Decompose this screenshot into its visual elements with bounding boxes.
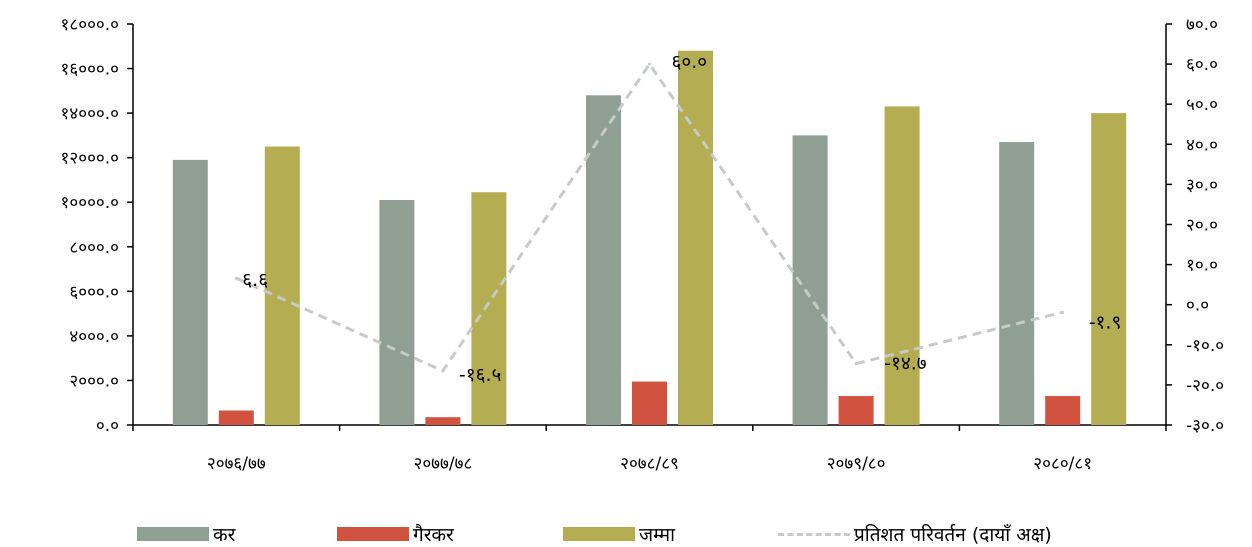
y-right-tick-label: ५०.०: [1186, 95, 1218, 115]
revenue-chart: ०.० २०००.० ४०००.० ६०००.० ८०००.० १००००.० १२०००.…: [61, 15, 1225, 474]
y-right-tick-label: ७०.०: [1186, 15, 1218, 35]
y-left-tick-label: १८०००.०: [61, 15, 119, 35]
y-left-tick-label: १००००.०: [61, 193, 119, 213]
y-right-tick-label: -१०.०: [1186, 336, 1224, 356]
legend-label-line: प्रतिशत परिवर्तन (दायाँ अक्ष): [854, 524, 1052, 546]
legend-label-kar: कर: [213, 524, 236, 546]
chart-legend: कर गैरकर जम्मा प्रतिशत परिवर्तन (दायाँ अ…: [0, 522, 1252, 546]
bar: [884, 106, 920, 425]
line-series-percent-change: [235, 61, 1064, 373]
y-right-tick-label: २०.०: [1186, 216, 1218, 236]
bar: [586, 95, 621, 426]
line-point: [234, 276, 238, 280]
y-left-tick-label: ६०००.०: [69, 282, 119, 302]
y-right-tick-label: -२०.०: [1186, 376, 1224, 396]
y-right-tick-label: ३०.०: [1186, 175, 1218, 195]
x-tick-label: २०७६/७७: [207, 454, 266, 474]
y-left-tick-label: १६०००.०: [61, 60, 119, 80]
legend-item-line: प्रतिशत परिवर्तन (दायाँ अक्ष): [778, 522, 1052, 546]
y-left-tick-label: १२०००.०: [61, 149, 119, 169]
y-right-tick-label: ६०.०: [1186, 55, 1218, 75]
bar: [471, 192, 507, 425]
line-data-label: ६०.०: [672, 51, 708, 73]
bar: [264, 146, 300, 425]
bar: [218, 410, 254, 425]
legend-swatch-jamma: [563, 527, 635, 541]
line-data-label: -१४.७: [884, 353, 927, 375]
y-left-tick-label: ०.०: [96, 416, 119, 436]
legend-swatch-line: [778, 532, 850, 536]
legend-item-kar: कर: [137, 522, 235, 546]
bar: [678, 50, 713, 425]
line-point: [648, 62, 651, 66]
x-tick-label: २०८०/८१: [1033, 454, 1092, 474]
bar: [838, 396, 874, 425]
x-tick-label: २०७९/८०: [827, 454, 886, 474]
legend-item-jamma: जम्मा: [563, 522, 675, 546]
y-left-tick-label: १४०००.०: [61, 104, 119, 124]
bar: [425, 417, 461, 425]
y-right-tick-label: ४०.०: [1186, 135, 1218, 155]
line-data-label: ६.६: [242, 269, 268, 291]
legend-label-gairkar: गैरकर: [413, 524, 454, 546]
bar: [999, 142, 1035, 426]
line-point: [441, 369, 445, 373]
y-right-tick-label: -३०.०: [1186, 416, 1224, 436]
line-data-label: -१.९: [1089, 311, 1122, 333]
y-left-tick-label: ४०००.०: [69, 327, 119, 347]
bar: [1045, 396, 1081, 425]
bar: [379, 199, 415, 425]
legend-label-jamma: जम्मा: [639, 524, 676, 546]
line-point: [854, 362, 858, 366]
legend-swatch-gairkar: [337, 527, 409, 541]
y-right-tick-label: ०.०: [1186, 296, 1209, 316]
line-point: [1061, 310, 1065, 314]
y-right-tick-label: १०.०: [1186, 256, 1218, 276]
x-tick-label: २०७८/८९: [620, 454, 679, 474]
line-data-label: -१६.५: [459, 364, 502, 386]
y-left-tick-label: ८०००.०: [69, 238, 119, 258]
y-left-tick-label: २०००.०: [69, 371, 119, 391]
legend-item-gairkar: गैरकर: [337, 522, 454, 546]
bar: [172, 159, 208, 425]
bar: [632, 381, 667, 425]
legend-swatch-kar: [137, 527, 209, 541]
bar: [1091, 113, 1127, 425]
x-tick-label: २०७७/७८: [414, 454, 473, 474]
